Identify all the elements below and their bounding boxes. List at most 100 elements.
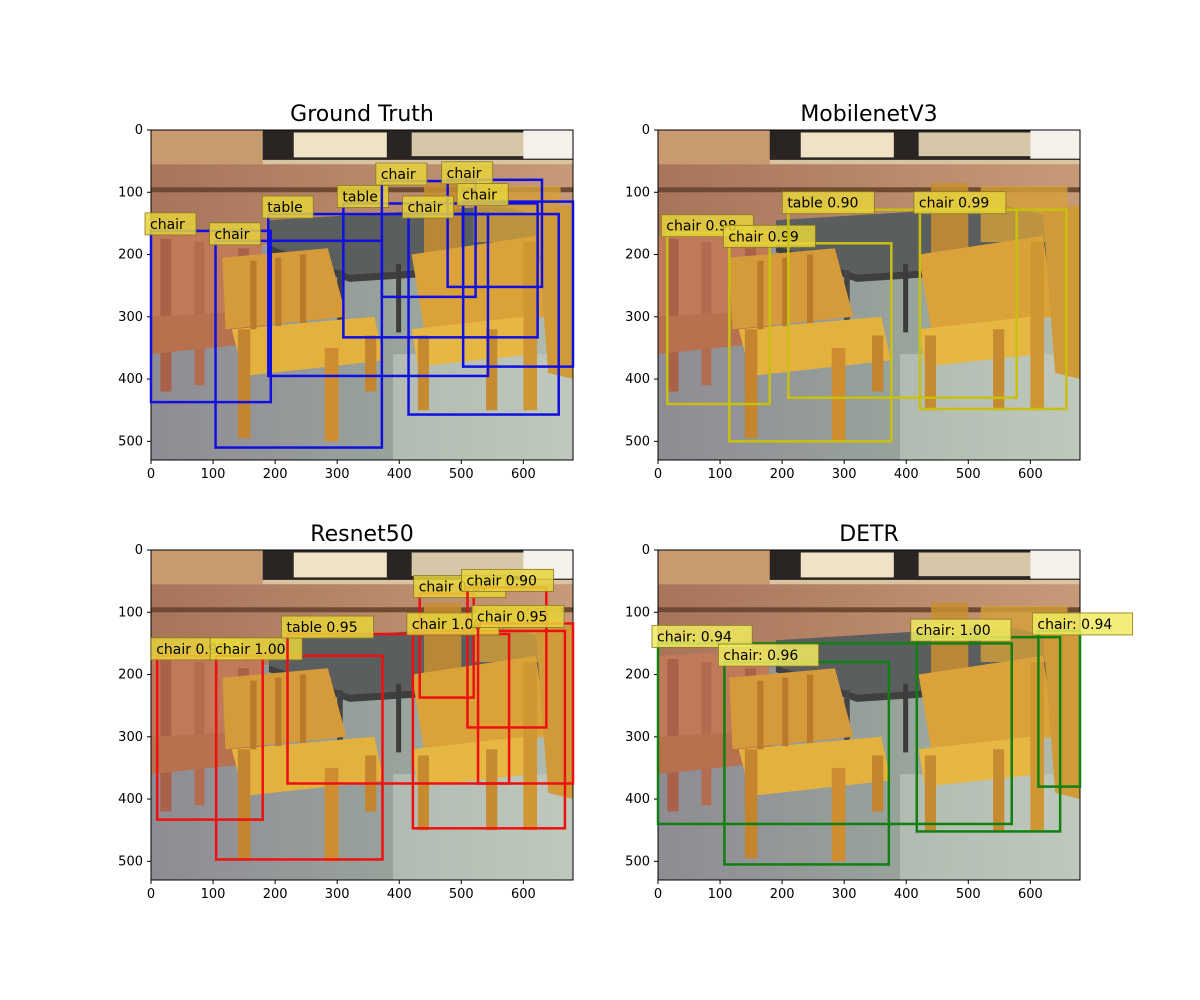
bbox-label-bg <box>209 222 261 246</box>
x-tick-label: 600 <box>511 467 536 482</box>
y-tick-label: 200 <box>118 668 143 683</box>
y-tick-label: 400 <box>625 792 650 807</box>
x-tick-label: 0 <box>654 887 662 902</box>
bbox-label-bg <box>1032 612 1134 636</box>
bbox-label-bg <box>144 212 197 236</box>
bbox-label: chair: 0.94 <box>1037 617 1112 633</box>
y-tick-label: 500 <box>625 434 650 449</box>
bbox-label: chair <box>215 227 250 243</box>
bbox-label: chair <box>150 217 185 233</box>
y-tick-label: 200 <box>625 248 650 263</box>
y-tick-label: 200 <box>625 668 650 683</box>
bbox-label-bg <box>461 568 554 592</box>
x-tick-label: 100 <box>708 467 733 482</box>
panel-detr: DETR 0 100 200 300 400 500 600 0 100 200 300 400 500 c… <box>625 522 1134 902</box>
bbox-label-bg <box>471 605 565 628</box>
bbox-label: chair: 0.96 <box>723 648 798 664</box>
y-tick-label: 100 <box>118 185 143 200</box>
bbox-label: table 0.95 <box>287 620 358 636</box>
bbox-label-bg <box>781 191 875 215</box>
x-tick-label: 0 <box>147 467 155 482</box>
panel-ground-truth: Ground Truth 0 100 200 300 400 500 600 0 100 200 30… <box>118 102 575 482</box>
x-tick-label: 400 <box>387 467 412 482</box>
y-tick-label: 300 <box>118 310 143 325</box>
bbox-label-bg <box>281 615 374 639</box>
x-tick-label: 500 <box>956 467 981 482</box>
bbox-label: chair 0.98 <box>666 219 736 235</box>
bbox <box>461 200 575 368</box>
x-tick-label: 500 <box>449 467 474 482</box>
y-tick-label: 0 <box>642 543 650 558</box>
panel-title: MobilenetV3 <box>800 102 937 127</box>
x-tick-label: 100 <box>201 887 226 902</box>
x-tick-label: 100 <box>708 887 733 902</box>
x-tick-label: 400 <box>894 887 919 902</box>
bbox-label: chair <box>408 200 443 216</box>
bbox-label-bg <box>456 183 509 207</box>
bbox <box>214 239 384 449</box>
x-tick-label: 0 <box>147 887 155 902</box>
y-tick-label: 0 <box>135 543 143 558</box>
x-tick-label: 300 <box>325 887 350 902</box>
bbox-label: chair 1.00 <box>412 617 482 633</box>
bbox-label: chair 0.95 <box>477 609 547 625</box>
x-tick-label: 500 <box>956 887 981 902</box>
x-tick-label: 200 <box>263 887 288 902</box>
x-tick-label: 300 <box>832 467 857 482</box>
bbox-label-bg <box>718 643 820 667</box>
bbox-label: chair 0.99 <box>919 196 989 212</box>
panel-title: DETR <box>839 522 899 547</box>
y-tick-label: 500 <box>118 854 143 869</box>
bbox-label: chair 1.00 <box>215 642 285 658</box>
bbox-label: chair <box>447 166 482 182</box>
bbox-label: chair 0.92 <box>156 642 226 658</box>
panels-root: Ground Truth 0 100 200 300 400 500 600 0 100 200 30… <box>118 102 1134 902</box>
bbox <box>787 208 1018 399</box>
bbox-label: table <box>342 189 377 205</box>
bbox-label: chair: 0.94 <box>657 629 732 645</box>
x-tick-label: 300 <box>325 467 350 482</box>
panel-title: Resnet50 <box>310 522 413 547</box>
bbox <box>380 179 477 299</box>
bbox-label: table <box>267 200 302 216</box>
bbox-label-bg <box>722 224 816 248</box>
x-tick-label: 200 <box>770 467 795 482</box>
bbox <box>407 212 560 416</box>
bbox <box>656 642 1013 826</box>
x-tick-label: 500 <box>449 887 474 902</box>
bbox <box>286 632 511 785</box>
y-tick-label: 300 <box>625 310 650 325</box>
bbox-label: chair 0.90 <box>467 573 537 589</box>
y-tick-label: 500 <box>118 434 143 449</box>
y-tick-label: 0 <box>642 123 650 138</box>
x-tick-label: 600 <box>1018 887 1043 902</box>
panel-resnet50: Resnet50 0 100 200 300 400 500 600 0 100 200 300 400… <box>118 522 575 902</box>
bbox <box>446 178 544 289</box>
y-tick-label: 100 <box>118 605 143 620</box>
x-tick-label: 600 <box>511 887 536 902</box>
y-tick-label: 0 <box>135 123 143 138</box>
x-tick-label: 400 <box>387 887 412 902</box>
x-tick-label: 0 <box>654 467 662 482</box>
x-tick-label: 200 <box>770 887 795 902</box>
y-tick-label: 400 <box>625 372 650 387</box>
y-tick-label: 100 <box>625 185 650 200</box>
bbox-label: chair: 1.00 <box>916 623 991 639</box>
bbox-label-bg <box>910 618 1012 642</box>
bbox-label: chair <box>462 188 497 204</box>
bbox-label-bg <box>261 195 314 219</box>
y-tick-label: 300 <box>118 730 143 745</box>
y-tick-label: 400 <box>118 792 143 807</box>
y-tick-label: 500 <box>625 854 650 869</box>
y-tick-label: 100 <box>625 605 650 620</box>
bbox-label-bg <box>209 637 303 661</box>
y-tick-label: 400 <box>118 372 143 387</box>
bbox-label-bg <box>651 624 753 648</box>
x-tick-label: 300 <box>832 887 857 902</box>
x-tick-label: 600 <box>1018 467 1043 482</box>
panel-mobilenetv3: MobilenetV3 0 100 200 300 400 500 600 0 100 200 300… <box>625 102 1081 482</box>
bbox-label: chair 0.99 <box>728 229 798 245</box>
x-tick-label: 200 <box>263 467 288 482</box>
bbox-label-bg <box>913 191 1007 215</box>
